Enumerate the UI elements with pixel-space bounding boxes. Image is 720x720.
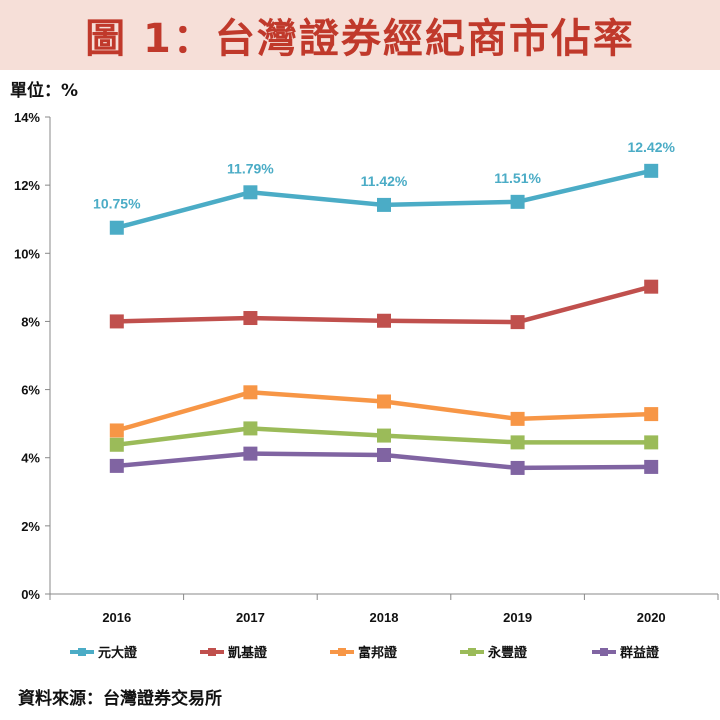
data-point (644, 279, 659, 294)
data-point (510, 315, 525, 330)
data-point (243, 421, 258, 436)
data-point (109, 437, 124, 452)
data-point (109, 423, 124, 438)
data-point (377, 447, 391, 462)
y-tick-label: 6% (21, 383, 40, 398)
data-point (644, 459, 659, 474)
legend-label: 元大證 (98, 645, 138, 661)
data-point (377, 428, 391, 443)
y-tick-label: 8% (21, 314, 40, 329)
legend-label: 富邦證 (358, 645, 398, 661)
data-label: 10.75% (93, 196, 141, 212)
page-title: 圖 1：台灣證券經紀商市佔率 (85, 16, 635, 62)
y-tick-label: 12% (14, 178, 40, 193)
y-tick-label: 4% (21, 451, 40, 466)
legend-swatch-marker (78, 648, 86, 656)
data-label: 12.42% (627, 139, 675, 155)
y-tick-label: 10% (14, 246, 40, 261)
data-point (510, 435, 525, 450)
y-tick-label: 14% (14, 110, 40, 125)
legend-label: 凱基證 (228, 645, 268, 661)
data-point (243, 185, 258, 200)
data-point (644, 407, 659, 422)
legend-swatch-marker (208, 648, 216, 656)
data-point (510, 411, 525, 426)
data-point (243, 385, 258, 400)
y-tick-label: 2% (21, 519, 40, 534)
x-tick-label: 2020 (637, 610, 666, 625)
legend-swatch-marker (338, 648, 346, 656)
y-tick-label: 0% (21, 587, 40, 602)
source-label: 資料來源：台灣證券交易所 (18, 689, 222, 709)
x-tick-label: 2019 (503, 610, 532, 625)
x-tick-label: 2017 (236, 610, 265, 625)
data-point (377, 313, 391, 328)
data-point (510, 460, 525, 475)
data-point (377, 394, 391, 409)
x-tick-label: 2016 (102, 610, 131, 625)
data-label: 11.79% (227, 160, 274, 176)
data-point (109, 458, 124, 473)
x-tick-label: 2018 (370, 610, 399, 625)
title-banner: 圖 1：台灣證券經紀商市佔率 (0, 0, 720, 70)
data-label: 11.51% (494, 170, 541, 186)
data-point (377, 197, 391, 212)
data-point (243, 446, 258, 461)
legend-swatch-marker (600, 648, 608, 656)
legend-label: 群益證 (620, 645, 660, 661)
legend-swatch-marker (468, 648, 476, 656)
data-point (510, 194, 525, 209)
legend-label: 永豐證 (487, 645, 528, 661)
data-point (109, 314, 124, 329)
data-point (644, 163, 659, 178)
data-point (644, 435, 659, 450)
unit-label: 單位：% (10, 81, 79, 101)
data-point (109, 220, 124, 235)
data-label: 11.42% (361, 173, 408, 189)
data-point (243, 311, 258, 326)
